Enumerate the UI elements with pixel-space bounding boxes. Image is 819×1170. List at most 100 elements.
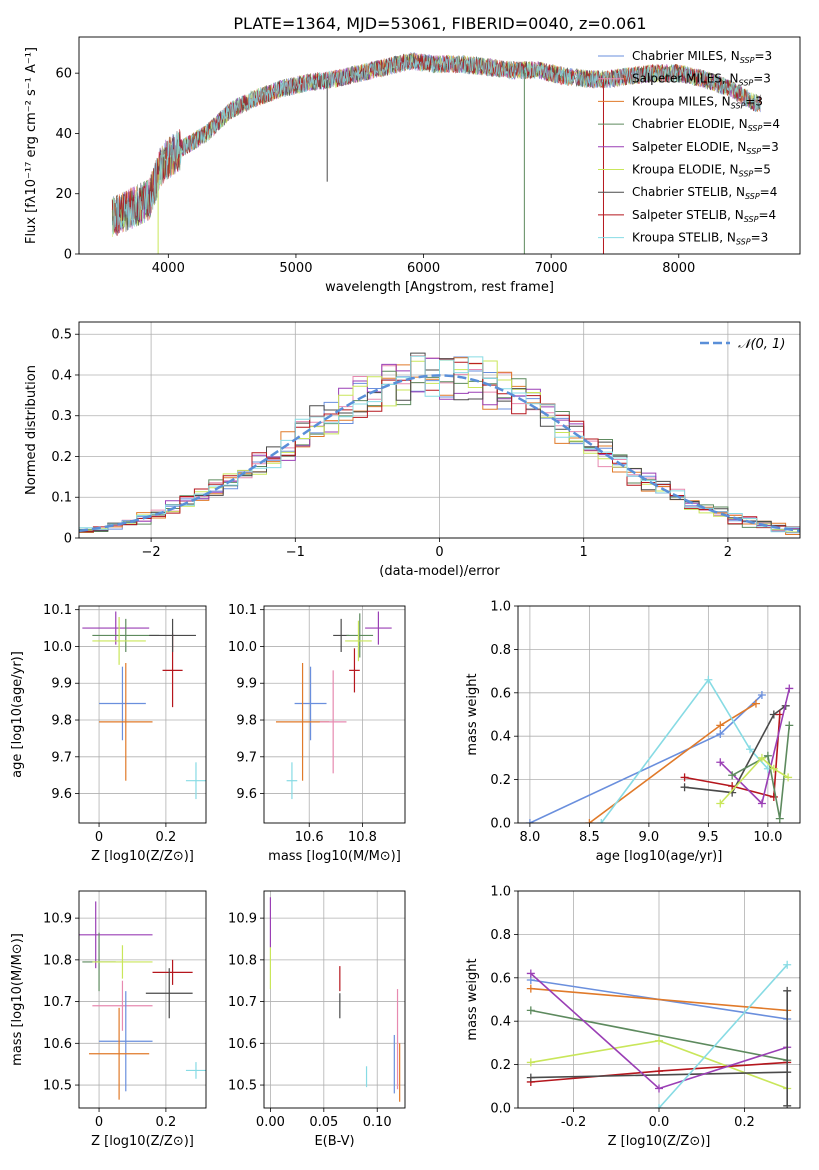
x-tick-label: 1 — [580, 545, 588, 560]
legend-entry: Kroupa ELODIE, NSSP=5 — [632, 163, 771, 179]
y-tick-label: 0 — [64, 248, 72, 263]
weight-point-marker — [769, 764, 778, 773]
y-tick-label: 10.0 — [43, 640, 72, 655]
weight-series-line — [731, 725, 791, 819]
weight-point-marker — [751, 699, 760, 708]
axes-age-vs-Z: 0 0.2 9.6 9.7 9.8 9.9 10.0 10.1 Z [log10(Z/Z⊙)] a… — [10, 603, 207, 864]
axes-residuals: −2 −1 0 1 2 0 0.1 0.2 0.3 0.4 0.5 (data-model)/erro… — [24, 321, 801, 579]
x-tick-label: -0.2 — [561, 1115, 586, 1130]
weight-point-marker — [763, 751, 772, 760]
y-tick-label: 10.8 — [43, 953, 72, 968]
weight-point-marker — [757, 799, 766, 808]
y-tick-label: 0 — [64, 532, 72, 547]
x-tick-label: 6000 — [407, 261, 440, 276]
weight-point-marker — [783, 1101, 792, 1108]
y-tick-label: 10.9 — [43, 912, 72, 927]
y-tick-label: 0.8 — [490, 928, 511, 943]
weight-point-marker — [655, 1104, 663, 1108]
axes-frame — [263, 890, 406, 1109]
legend-name: Kroupa STELIB, N — [632, 231, 736, 245]
plot-area — [269, 897, 401, 1102]
axes-age-vs-mass: 10.6 10.8 9.6 9.7 9.8 9.9 10.0 10.1 mass [log10(… — [228, 603, 406, 864]
x-tick-label: 0.2 — [156, 830, 177, 845]
y-tick-label: 0.4 — [490, 730, 511, 745]
axes-frame — [517, 890, 801, 1109]
y-tick-label: 10.5 — [43, 1079, 72, 1094]
legend-entry: Chabrier ELODIE, NSSP=4 — [632, 117, 780, 133]
weight-point-marker — [526, 1058, 535, 1067]
legend-name: Salpeter MILES, N — [632, 72, 739, 86]
legend-name: Kroupa MILES, N — [632, 94, 731, 108]
y-tick-label: 0.5 — [51, 328, 72, 343]
weight-point-marker — [526, 984, 535, 993]
weight-point-marker — [785, 684, 794, 693]
legend-name: Kroupa ELODIE, N — [632, 163, 739, 177]
weight-series-line — [719, 756, 789, 805]
weight-point-marker — [716, 758, 725, 767]
legend-entry: Chabrier MILES, NSSP=3 — [632, 49, 772, 65]
legend-entry: Kroupa MILES, NSSP=3 — [632, 94, 763, 110]
figure-title: PLATE=1364, MJD=53061, FIBERID=0040, z=0… — [233, 14, 646, 33]
legend-count: =5 — [753, 163, 771, 177]
x-tick-label: 0.10 — [363, 1115, 392, 1130]
weight-point-marker — [746, 745, 755, 754]
x-axis-label: Z [log10(Z/Z⊙)] — [91, 849, 194, 864]
y-tick-label: 0.2 — [490, 773, 511, 788]
weight-series-line — [684, 705, 787, 794]
legend-name: Salpeter ELODIE, N — [632, 140, 746, 154]
weight-point-marker — [655, 1067, 663, 1076]
plot-area — [79, 901, 206, 1100]
y-tick-label: 0.2 — [51, 450, 72, 465]
legend-name: Chabrier MILES, N — [632, 49, 740, 63]
x-tick-label: 0.05 — [309, 1115, 338, 1130]
legend-subscript: SSP — [744, 215, 759, 224]
y-tick-label: 10.1 — [43, 603, 72, 618]
y-axis-label: Flux [fλ10⁻¹⁷ erg cm⁻² s⁻¹ A⁻¹] — [24, 47, 39, 244]
y-tick-label: 9.8 — [51, 714, 72, 729]
x-axis-label: Z [log10(Z/Z⊙)] — [91, 1134, 194, 1149]
weight-point-marker — [655, 1036, 663, 1045]
histogram-series — [79, 355, 800, 533]
legend-subscript: SSP — [739, 79, 754, 88]
y-tick-label: 0.2 — [490, 1058, 511, 1073]
y-tick-label: 10.9 — [228, 912, 257, 927]
axes-frame — [78, 321, 801, 539]
x-tick-label: 9.0 — [639, 830, 660, 845]
x-tick-label: 10.8 — [348, 830, 377, 845]
x-tick-label: 7000 — [535, 261, 568, 276]
axes-spectrum: 4000 5000 6000 7000 8000 0 20 40 60 wavelength [A… — [24, 36, 801, 295]
legend-count: =3 — [761, 140, 779, 154]
axes-frame — [517, 605, 801, 824]
weight-point-marker — [525, 819, 534, 823]
x-tick-label: 0.0 — [649, 1115, 670, 1130]
y-axis-label: mass weight — [465, 958, 480, 1040]
weight-point-marker — [526, 1006, 535, 1015]
y-tick-label: 0.4 — [51, 368, 72, 383]
weight-series-line — [529, 694, 763, 823]
weight-point-marker — [783, 960, 792, 969]
y-tick-label: 10.0 — [228, 640, 257, 655]
spectrum-line — [111, 54, 761, 235]
y-tick-label: 9.7 — [51, 750, 72, 765]
y-tick-label: 60 — [55, 67, 72, 82]
normal-reference-curve — [79, 374, 800, 533]
x-tick-label: 8000 — [662, 261, 695, 276]
x-tick-label: 8.5 — [579, 830, 600, 845]
y-tick-label: 0.1 — [51, 491, 72, 506]
x-tick-label: 4000 — [152, 261, 185, 276]
y-tick-label: 9.8 — [236, 714, 257, 729]
x-tick-label: 0 — [95, 830, 103, 845]
y-tick-label: 10.5 — [228, 1079, 257, 1094]
y-tick-label: 9.9 — [236, 677, 257, 692]
axes-weight-vs-age: 8.0 8.5 9.0 9.5 10.0 0.0 0.2 0.4 0.6 0.8 1.0 age [l… — [465, 600, 801, 864]
y-tick-label: 10.6 — [228, 1037, 257, 1052]
legend-name: Chabrier ELODIE, N — [632, 117, 748, 131]
weight-point-marker — [757, 753, 766, 762]
plot-area — [275, 611, 392, 800]
legend-count: =4 — [758, 208, 776, 222]
y-axis-label: age [log10(age/yr)] — [10, 651, 25, 778]
legend-count: =3 — [751, 231, 769, 245]
plot-area — [111, 52, 761, 254]
weight-point-marker — [784, 773, 793, 782]
weight-point-marker — [704, 675, 713, 684]
